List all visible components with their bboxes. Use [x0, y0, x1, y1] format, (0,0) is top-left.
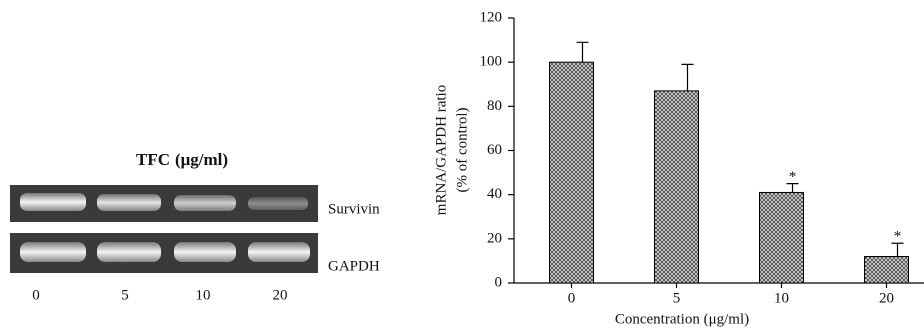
bar: [865, 257, 909, 284]
x-tick-label: 20: [879, 290, 894, 306]
x-axis-label: Concentration (μg/ml): [615, 311, 749, 327]
gel-band: [248, 197, 308, 210]
error-bar: [682, 64, 694, 91]
error-bar: [892, 243, 904, 256]
bar: [655, 91, 699, 283]
gel-row-label: GAPDH: [328, 258, 380, 274]
y-tick-label: 40: [487, 186, 502, 202]
gel-row-label: Survivin: [328, 201, 380, 217]
gel-title-unit: (μg/ml): [175, 150, 228, 169]
bar: [550, 62, 594, 283]
significance-mark: *: [789, 169, 797, 185]
y-tick-label: 80: [487, 98, 502, 114]
error-bar: [577, 42, 589, 62]
x-tick-label: 10: [774, 290, 789, 306]
chart: mRNA/GAPDH ratio (% of control) Concentr…: [433, 9, 924, 327]
y-tick-label: 20: [487, 230, 502, 246]
gel-band: [248, 242, 310, 262]
gel-band: [97, 194, 161, 211]
y-axis-label: mRNA/GAPDH ratio: [433, 85, 449, 215]
bar: [760, 192, 804, 283]
gel-band: [174, 195, 236, 211]
significance-mark: *: [894, 229, 902, 245]
gel-band: [174, 242, 236, 262]
lane-label: 10: [196, 287, 211, 303]
lane-label: 20: [273, 287, 288, 303]
x-tick-label: 0: [568, 290, 576, 306]
lane-label: 0: [32, 287, 40, 303]
y-tick-label: 0: [495, 274, 503, 290]
y-tick-label: 100: [480, 54, 503, 70]
y-axis-label: (% of control): [454, 108, 470, 193]
gel-title: TFC: [136, 150, 170, 169]
y-tick-label: 120: [480, 9, 503, 25]
gel-band: [20, 193, 86, 211]
gel-panel: TFC (μg/ml) Survivin GAPDH 0 5 10 20: [10, 150, 380, 304]
lane-label: 5: [121, 287, 129, 303]
gel-band: [97, 242, 161, 262]
x-tick-label: 5: [673, 290, 681, 306]
page: TFC (μg/ml) Survivin GAPDH 0 5 10 20 mRN…: [0, 0, 924, 331]
y-tick-label: 60: [487, 142, 502, 158]
gel-band: [20, 242, 86, 262]
